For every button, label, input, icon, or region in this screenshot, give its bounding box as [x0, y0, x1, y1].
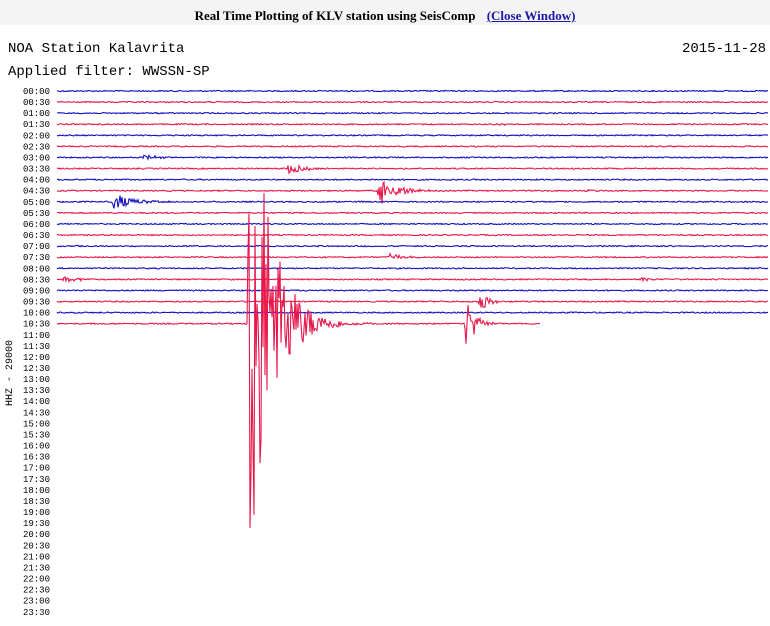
title: Real Time Plotting of KLV station using …: [194, 8, 476, 23]
trace: [56, 233, 769, 237]
trace: [56, 154, 769, 161]
time-label: 08:00: [23, 264, 50, 274]
trace: [56, 89, 769, 93]
trace: [56, 122, 769, 126]
time-label: 03:30: [23, 165, 50, 175]
time-label: 00:30: [23, 98, 50, 108]
time-label: 20:30: [23, 541, 50, 551]
trace: [56, 244, 769, 248]
time-label: 05:00: [23, 198, 50, 208]
trace: [56, 100, 769, 104]
trace: [56, 252, 769, 260]
trace: [56, 266, 769, 270]
time-label: 13:00: [23, 375, 50, 385]
time-label: 03:00: [23, 153, 50, 163]
time-label: 10:00: [23, 309, 50, 319]
time-label: 05:30: [23, 209, 50, 219]
time-label: 23:00: [23, 597, 50, 607]
time-label: 12:30: [23, 364, 50, 374]
time-label: 09:30: [23, 298, 50, 308]
time-label: 00:00: [23, 87, 50, 97]
channel-label: HHZ - 29000: [5, 340, 16, 406]
time-label: 14:30: [23, 408, 50, 418]
trace: [56, 145, 769, 148]
close-window-link[interactable]: (Close Window): [486, 8, 576, 23]
trace: [56, 276, 769, 284]
trace: [56, 193, 541, 529]
time-label: 10:30: [23, 320, 50, 330]
time-label: 22:00: [23, 575, 50, 585]
time-label: 19:30: [23, 519, 50, 529]
time-label: 02:30: [23, 142, 50, 152]
helicorder: NOA Station Kalavrita 2015-11-28 Applied…: [5, 41, 769, 618]
time-label: 15:00: [23, 419, 50, 429]
time-label: 22:30: [23, 586, 50, 596]
time-label: 09:00: [23, 286, 50, 296]
trace: [56, 222, 769, 226]
time-label: 06:30: [23, 231, 50, 241]
time-label: 20:00: [23, 530, 50, 540]
time-label: 17:30: [23, 475, 50, 485]
filter: Applied filter: WWSSN-SP: [8, 64, 210, 80]
trace: [56, 180, 769, 204]
time-label: 21:00: [23, 552, 50, 562]
time-label: 06:00: [23, 220, 50, 230]
trace: [56, 111, 769, 115]
time-label: 13:30: [23, 386, 50, 396]
header: Real Time Plotting of KLV station using …: [0, 0, 770, 25]
trace: [56, 211, 769, 215]
time-label: 12:00: [23, 353, 50, 363]
time-label: 19:00: [23, 508, 50, 518]
time-label: 17:00: [23, 464, 50, 474]
time-label: 14:00: [23, 397, 50, 407]
trace: [56, 178, 769, 181]
time-label: 11:30: [23, 342, 50, 352]
time-label: 16:00: [23, 442, 50, 452]
time-label: 15:30: [23, 430, 50, 440]
station: NOA Station Kalavrita: [8, 41, 184, 57]
trace: [56, 133, 769, 137]
time-label: 18:30: [23, 497, 50, 507]
time-label: 01:30: [23, 120, 50, 130]
trace: [56, 296, 769, 308]
time-label: 16:30: [23, 453, 50, 463]
trace: [56, 195, 769, 209]
time-label: 04:00: [23, 176, 50, 186]
time-label: 07:00: [23, 242, 50, 252]
time-label: 11:00: [23, 331, 50, 341]
trace: [56, 164, 769, 175]
trace: [56, 311, 769, 314]
time-label: 18:00: [23, 486, 50, 496]
time-label: 02:00: [23, 131, 50, 141]
time-label: 23:30: [23, 608, 50, 618]
time-label: 08:30: [23, 275, 50, 285]
time-label: 21:30: [23, 563, 50, 573]
date: 2015-11-28: [682, 41, 766, 57]
time-label: 07:30: [23, 253, 50, 263]
time-label: 01:00: [23, 109, 50, 119]
trace: [56, 288, 769, 292]
time-label: 04:30: [23, 187, 50, 197]
